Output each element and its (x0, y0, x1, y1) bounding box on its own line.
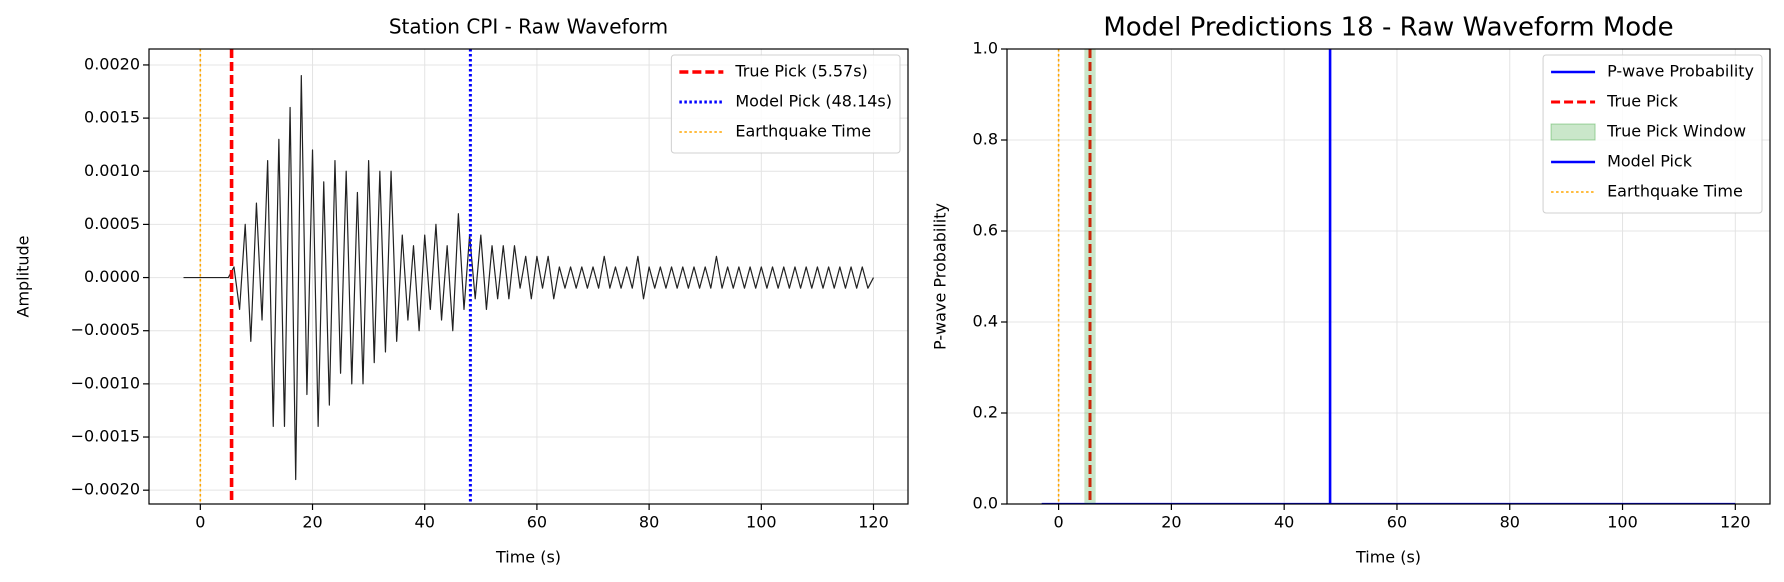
y-tick-label: 0.8 (973, 130, 998, 149)
legend-swatch (1550, 123, 1596, 141)
y-tick-label: 1.0 (973, 39, 998, 58)
x-tick-label: 100 (746, 513, 777, 532)
x-tick-label: 100 (1607, 513, 1638, 532)
legend-label: Model Pick (48.14s) (735, 92, 892, 111)
x-tick-label: 120 (858, 513, 889, 532)
y-tick-label: 0.0 (973, 494, 998, 513)
x-tick-label: 60 (527, 513, 547, 532)
x-tick-label: 20 (1161, 513, 1181, 532)
x-tick-label: 80 (639, 513, 659, 532)
y-tick-label: 0.6 (973, 221, 998, 240)
x-tick-label: 0 (195, 513, 205, 532)
legend-label: P-wave Probability (1607, 62, 1754, 81)
axes-frame (148, 48, 909, 505)
y-axis-label: Amplitude (14, 236, 33, 318)
legend-label: True Pick (5.57s) (734, 62, 867, 81)
plot-area (1041, 49, 1736, 504)
y-tick-label: −0.0005 (71, 320, 140, 339)
y-tick-label: 0.0000 (84, 267, 140, 286)
y-tick-label: −0.0010 (71, 373, 140, 392)
x-tick-label: 80 (1500, 513, 1520, 532)
subplot: 0 20 40 60 80 100 120 0.0 0.2 0.4 0.6 0.8 1.0 Model P… (931, 13, 1771, 567)
legend-box (1542, 54, 1763, 214)
legend-box (670, 54, 901, 154)
legend-label: True Pick Window (1606, 122, 1746, 141)
legend-label: Earthquake Time (735, 122, 871, 141)
y-tick-label: 0.2 (973, 403, 998, 422)
y-tick-label: 0.0010 (84, 161, 140, 180)
subplot: 0 20 40 60 80 100 120 −0.0020 −0.0015 −0.0010 −0.0… (14, 15, 909, 567)
y-tick-label: 0.0020 (84, 54, 140, 73)
x-tick-label: 60 (1387, 513, 1407, 532)
x-tick-label: 120 (1720, 513, 1751, 532)
x-tick-label: 0 (1054, 513, 1064, 532)
y-tick-label: 0.4 (973, 312, 998, 331)
y-tick-label: −0.0020 (71, 480, 140, 499)
x-axis-label: Time (s) (1355, 548, 1421, 567)
plot-area (183, 49, 875, 504)
legend-label: Earthquake Time (1607, 182, 1743, 201)
legend: P-wave Probability True Pick True Pick Win… (1542, 54, 1763, 214)
x-tick-label: 20 (302, 513, 322, 532)
y-tick-label: 0.0005 (84, 214, 140, 233)
legend-label: Model Pick (1607, 152, 1693, 171)
pick-window (1084, 49, 1096, 504)
x-tick-label: 40 (415, 513, 435, 532)
x-tick-label: 40 (1274, 513, 1294, 532)
data-line (183, 74, 875, 481)
y-tick-label: 0.0015 (84, 108, 140, 127)
y-axis-label: P-wave Probability (931, 203, 950, 350)
chart-title: Station CPI - Raw Waveform (389, 15, 668, 39)
axes-frame (1006, 48, 1771, 505)
legend-label: True Pick (1606, 92, 1679, 111)
chart-title: Model Predictions 18 - Raw Waveform Mode (1103, 13, 1673, 43)
x-axis-label: Time (s) (495, 548, 561, 567)
y-tick-label: −0.0015 (71, 427, 140, 446)
legend: True Pick (5.57s) Model Pick (48.14s) Eart… (670, 54, 901, 154)
